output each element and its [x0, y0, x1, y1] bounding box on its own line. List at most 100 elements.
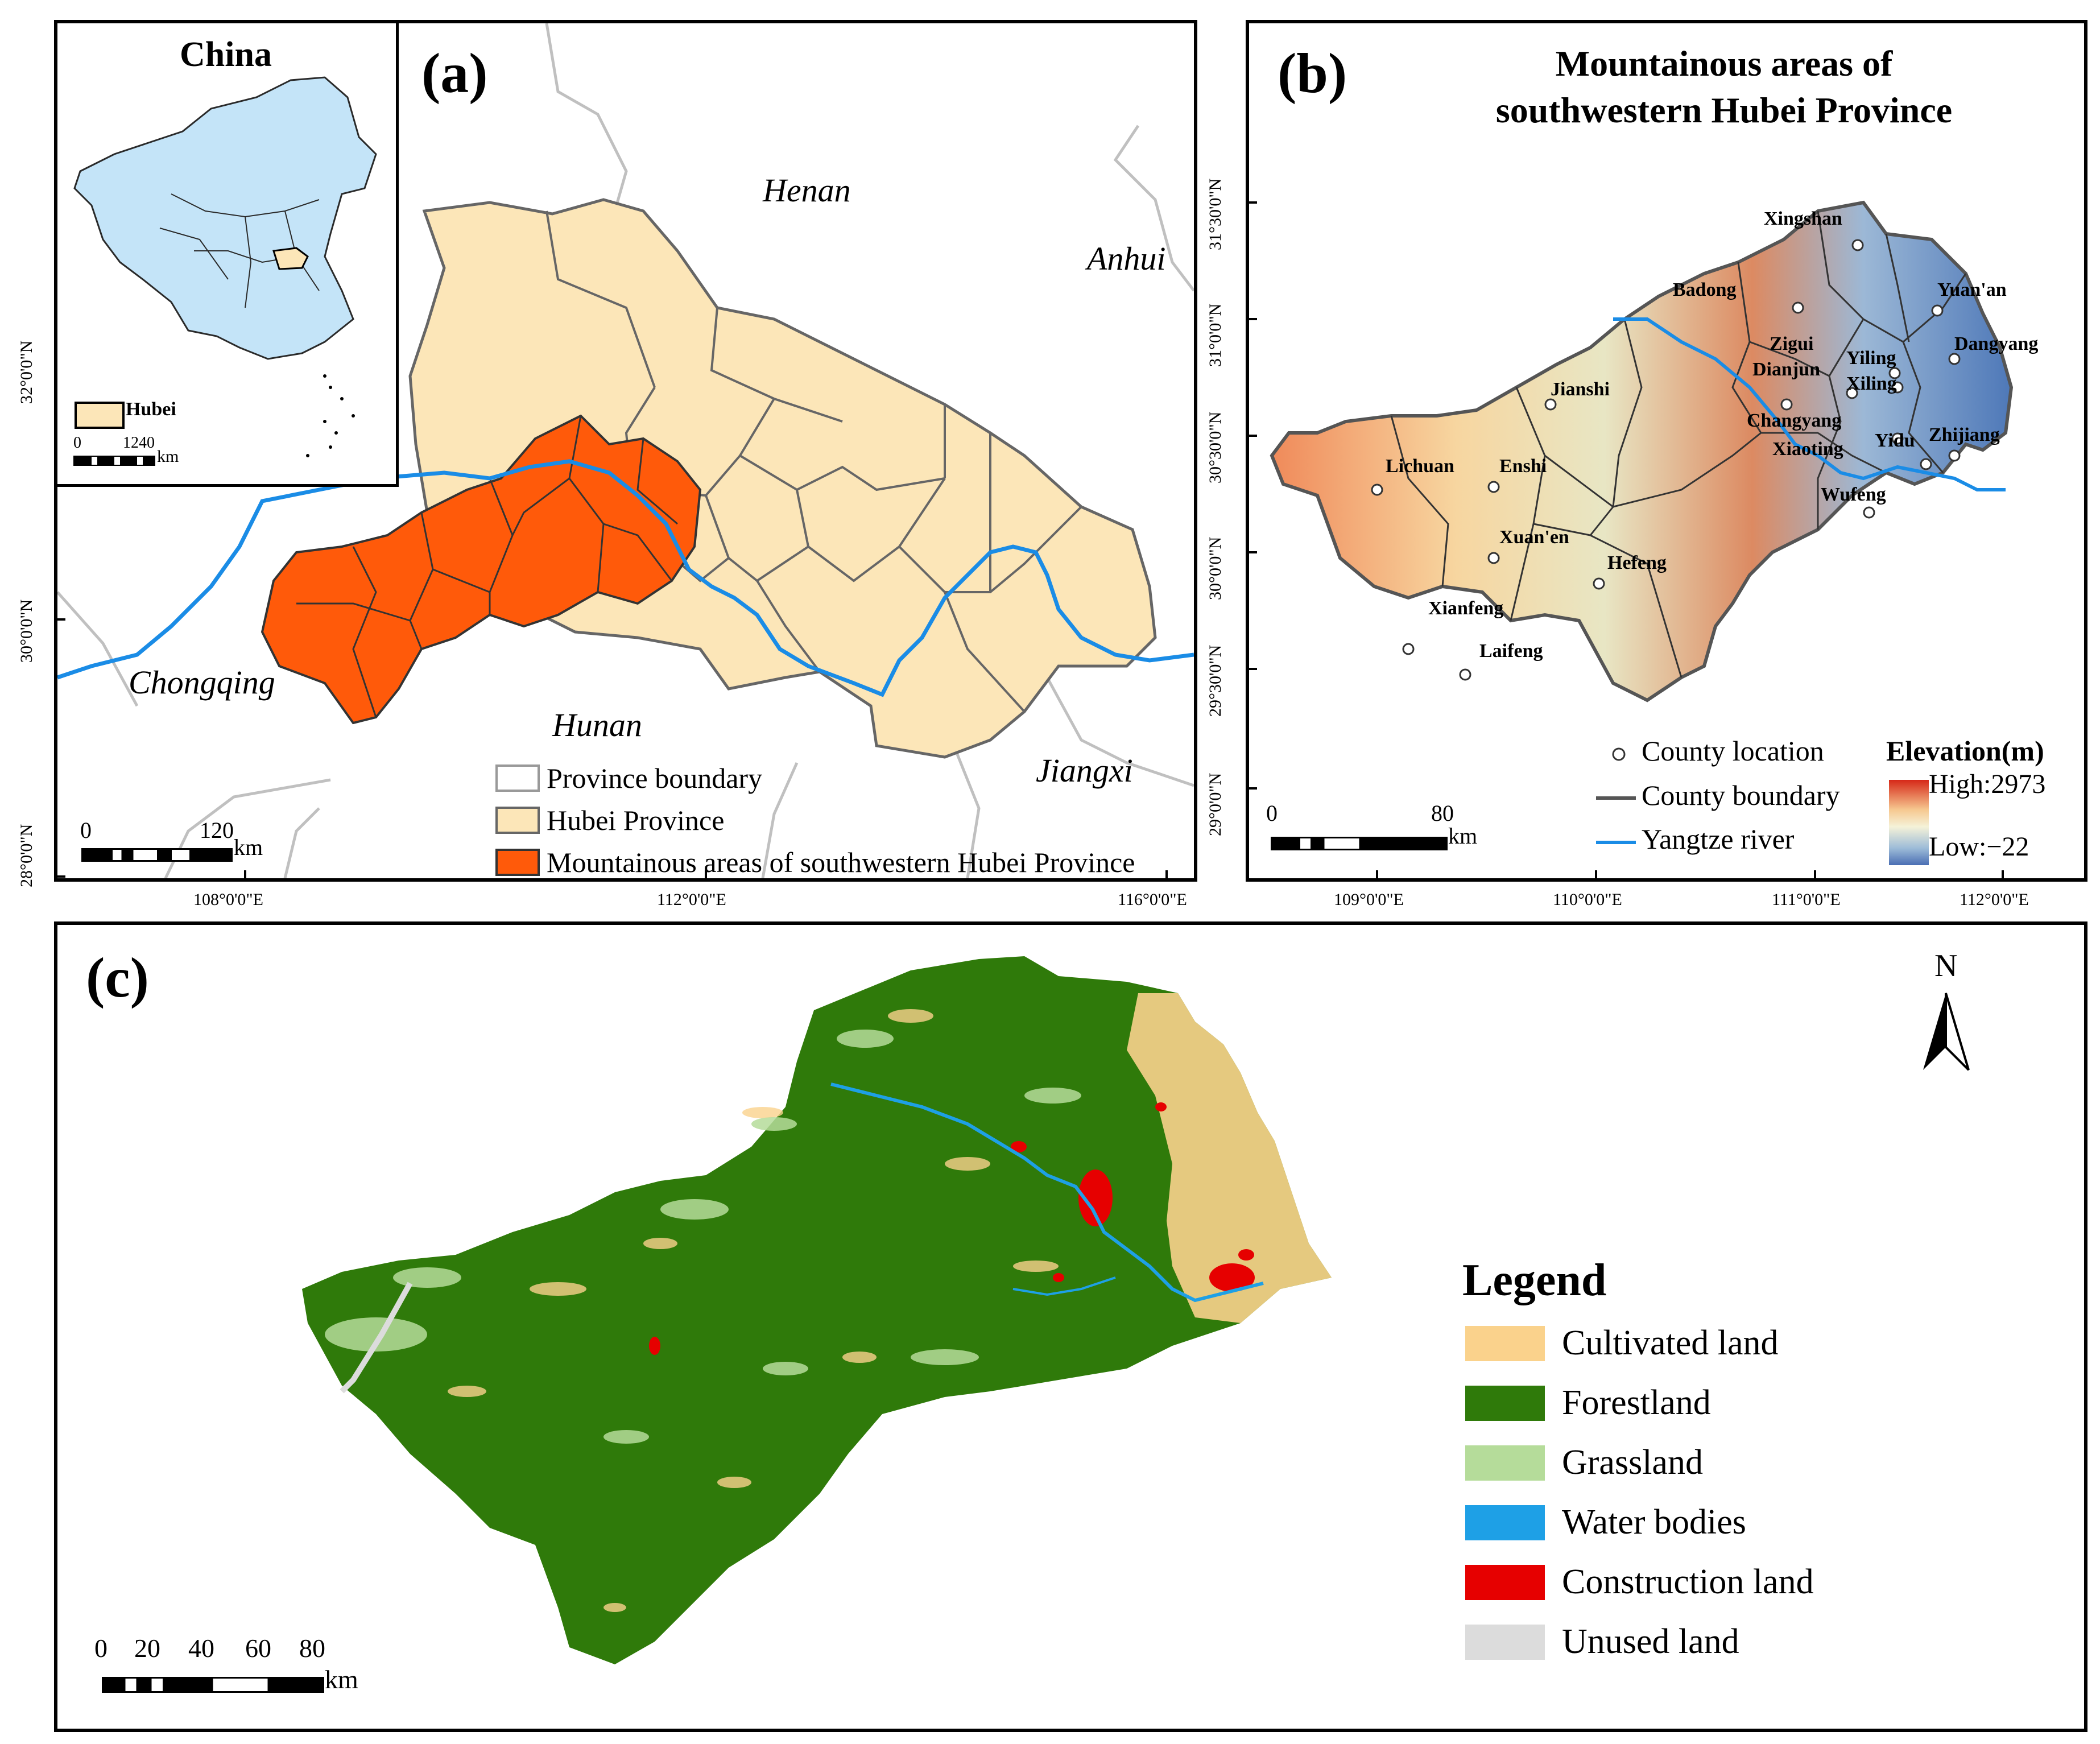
- panel-b-scale-label-0: 0: [1266, 800, 1278, 826]
- panel-a-scale-label-0: 0: [80, 817, 92, 843]
- county-label-dianjun: Dianjun: [1752, 359, 1821, 380]
- panel-a-lat-tick-1: 32°0'0"N: [17, 340, 36, 404]
- legend-label-county-location: County location: [1642, 735, 1824, 767]
- county-label-zhijiang: Zhijiang: [1929, 424, 2000, 445]
- landuse-grassland-patches: [325, 1030, 1081, 1444]
- inset-scale-unit: km: [157, 447, 179, 466]
- swatch-mountainous: [495, 849, 540, 876]
- county-label-wufeng: Wufeng: [1821, 484, 1886, 505]
- landuse-water-tributary: [1012, 1276, 1116, 1296]
- province-label-jiangxi: Jiangxi: [1036, 752, 1133, 789]
- panel-b-lon-tick-2: 110°0'0"E: [1553, 890, 1622, 909]
- panel-a-scale-label-1: 120: [200, 817, 234, 843]
- swatch-water: [1465, 1505, 1545, 1540]
- county-label-laifeng: Laifeng: [1479, 640, 1543, 662]
- legend-label-yangtze: Yangtze river: [1642, 823, 1795, 855]
- county-label-lichuan: Lichuan: [1386, 456, 1454, 477]
- panel-a-map: [57, 23, 1194, 878]
- county-label-hefeng: Hefeng: [1607, 552, 1667, 573]
- north-arrow-label: N: [1934, 948, 1958, 983]
- legend-item-grassland: Grassland: [1465, 1443, 1703, 1483]
- province-label-henan: Henan: [763, 172, 851, 209]
- china-inset-frame: China Hubei 0 1240 km: [57, 23, 399, 487]
- county-label-yuanan: Yuan'an: [1937, 279, 2007, 300]
- elevation-low-label: Low:−22: [1929, 832, 2029, 862]
- swatch-cultivated: [1465, 1325, 1545, 1361]
- china-inset-map: [73, 76, 377, 457]
- yangtze-river: [57, 459, 1194, 697]
- panel-b-lat-tick-1: 31°30'0"N: [1206, 178, 1225, 250]
- legend-item-hubei-province: Hubei Province: [495, 799, 1178, 841]
- swatch-hubei-province: [495, 807, 540, 834]
- county-label-yiling: Yiling: [1846, 348, 1896, 369]
- panel-b-lat-tick-4: 30°0'0"N: [1206, 536, 1225, 600]
- panel-c-map-frame: (c): [54, 921, 2087, 1732]
- panel-b-map-frame: (b) Mountainous areas of southwestern Hu…: [1246, 20, 2087, 882]
- panel-c-scale-label-3: 60: [245, 1634, 271, 1663]
- county-label-changyang: Changyang: [1747, 410, 1842, 431]
- hubei-inset-highlight: [272, 247, 309, 270]
- legend-label-province-boundary: Province boundary: [547, 762, 763, 794]
- panel-b-lon-tick-3: 111°0'0"E: [1772, 890, 1841, 909]
- panel-a-lat-tick-2: 30°0'0"N: [17, 599, 36, 663]
- swatch-province-boundary: [495, 764, 540, 792]
- panel-a-lon-tick-3: 116°0'0"E: [1118, 890, 1187, 909]
- inset-scale-bar: [73, 456, 155, 466]
- panel-c-scale-unit: km: [325, 1665, 358, 1694]
- legend-item-mountainous: Mountainous areas of southwestern Hubei …: [495, 841, 1178, 878]
- panel-a-letter: (a): [421, 42, 488, 105]
- legend-item-forestland: Forestland: [1465, 1383, 1711, 1423]
- panel-b-scale-unit: km: [1448, 823, 1478, 849]
- legend-item-province-boundary: Province boundary: [495, 757, 1178, 799]
- panel-c-scale-label-1: 20: [134, 1634, 160, 1663]
- panel-a-legend: Province boundary Hubei Province Mountai…: [495, 757, 1178, 878]
- legend-item-unused: Unused land: [1465, 1622, 1739, 1662]
- panel-b-lat-ticks: [1249, 201, 1257, 790]
- panel-b-lat-tick-5: 29°30'0"N: [1206, 644, 1225, 717]
- elevation-high-label: High:2973: [1929, 769, 2046, 799]
- panel-b-yangtze: [1613, 317, 2006, 491]
- elevation-legend-title: Elevation(m): [1886, 735, 2044, 767]
- panel-a-lat-tick-3: 28°0'0"N: [17, 824, 36, 887]
- legend-label-county-boundary: County boundary: [1642, 779, 1840, 811]
- china-shape: [73, 76, 377, 360]
- landuse-water-yangtze: [830, 1082, 1264, 1303]
- legend-label-hubei-province: Hubei Province: [547, 804, 725, 836]
- panel-a-scale-bar: [81, 848, 233, 862]
- legend-item-cultivated: Cultivated land: [1465, 1323, 1779, 1363]
- legend-label-construction: Construction land: [1562, 1563, 1814, 1601]
- county-label-xiling: Xiling: [1846, 373, 1897, 394]
- province-label-chongqing: Chongqing: [129, 664, 275, 701]
- legend-item-water: Water bodies: [1465, 1502, 1746, 1543]
- county-location-markers: [1371, 239, 1961, 681]
- county-label-zigui: Zigui: [1770, 333, 1814, 354]
- panel-b-lon-tick-4: 112°0'0"E: [1960, 890, 2029, 909]
- panel-a-lon-ticks: [244, 870, 1168, 878]
- county-label-jianshi: Jianshi: [1551, 379, 1610, 400]
- landuse-forestland-base: [302, 956, 1332, 1664]
- county-label-yidu: Yidu: [1875, 430, 1915, 451]
- panel-b-title-line1: Mountainous areas of: [1555, 43, 1893, 84]
- panel-a-scale-unit: km: [234, 834, 263, 860]
- panel-c-scale-label-0: 0: [94, 1634, 108, 1663]
- study-area-elevation: [1270, 200, 2014, 702]
- panel-b-lon-tick-1: 109°0'0"E: [1334, 890, 1404, 909]
- legend-label-mountainous: Mountainous areas of southwestern Hubei …: [547, 846, 1135, 878]
- panel-b-lat-tick-3: 30°30'0"N: [1206, 411, 1225, 483]
- panel-b-scale-label-1: 80: [1431, 800, 1454, 826]
- panel-b-letter: (b): [1278, 42, 1347, 105]
- panel-c-landuse-map: [302, 956, 1970, 1664]
- panel-a-map-frame: China Hubei 0 1240 km (a) Henan Anhui: [54, 20, 1197, 882]
- county-label-dangyang: Dangyang: [1954, 333, 2039, 354]
- panel-b-elevation-map: [1249, 200, 2014, 878]
- swatch-forestland: [1465, 1385, 1545, 1421]
- county-label-badong: Badong: [1673, 279, 1737, 300]
- panel-b-title-line2: southwestern Hubei Province: [1495, 90, 1953, 130]
- county-label-xuanen: Xuan'en: [1499, 527, 1569, 548]
- panel-b-lat-tick-2: 31°0'0"N: [1206, 303, 1225, 367]
- panel-c-scale-label-2: 40: [188, 1634, 214, 1663]
- legend-item-construction: Construction land: [1465, 1562, 1814, 1602]
- panel-c-legend-title: Legend: [1462, 1255, 1607, 1305]
- panel-b-lon-ticks: [1376, 870, 2004, 878]
- legend-label-water: Water bodies: [1562, 1503, 1746, 1542]
